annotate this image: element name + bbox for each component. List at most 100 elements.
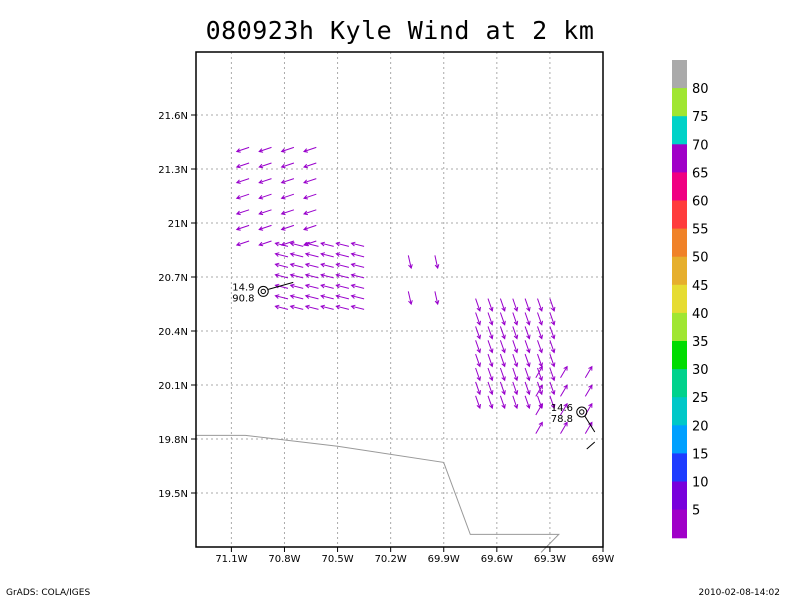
wind-vector xyxy=(335,294,350,300)
wind-vector xyxy=(304,304,319,310)
wind-vector xyxy=(475,395,481,410)
y-tick-label: 20.4N xyxy=(158,327,188,338)
wind-vector xyxy=(304,262,319,268)
wind-vector xyxy=(320,294,334,300)
wind-vector xyxy=(475,326,481,340)
colorbar-label: 25 xyxy=(692,391,709,406)
wind-vector xyxy=(335,262,350,268)
colorbar-swatch xyxy=(672,60,687,89)
wind-vector xyxy=(235,193,250,200)
wind-vector xyxy=(235,162,250,169)
colorbar-swatch xyxy=(672,200,687,230)
wind-vector xyxy=(512,367,519,382)
wind-vector xyxy=(304,294,319,300)
wind-vector xyxy=(535,384,543,397)
wind-vector xyxy=(512,312,519,326)
colorbar-swatch xyxy=(672,397,687,426)
colorbar-label: 55 xyxy=(692,223,709,238)
wind-vector xyxy=(475,367,481,382)
wind-vector xyxy=(537,312,543,326)
colorbar-label: 65 xyxy=(692,166,709,181)
wind-vector xyxy=(560,421,568,434)
wind-vector xyxy=(487,353,494,368)
wind-vector xyxy=(487,395,494,410)
wind-vector xyxy=(320,262,334,268)
storm-marker-inner xyxy=(260,288,266,295)
x-tick-label: 70.2W xyxy=(375,554,407,565)
wind-vector xyxy=(434,291,440,306)
colorbar-label: 60 xyxy=(692,195,709,210)
wind-vector xyxy=(584,384,593,397)
wind-vector xyxy=(535,365,543,379)
wind-vector xyxy=(475,312,481,326)
wind-vector xyxy=(274,252,289,258)
wind-vector xyxy=(549,326,556,340)
x-tick-label: 69.9W xyxy=(428,554,460,565)
colorbar-swatch xyxy=(672,509,687,539)
wind-vector xyxy=(303,146,317,153)
wind-vector xyxy=(274,294,289,300)
colorbar-swatch xyxy=(672,341,687,370)
wind-vector xyxy=(304,273,319,279)
colorbar-label: 40 xyxy=(692,307,709,322)
wind-vector xyxy=(289,283,304,289)
wind-vector xyxy=(335,304,350,310)
storm-marker-inner xyxy=(579,409,585,415)
wind-vector xyxy=(304,283,319,289)
wind-vector xyxy=(235,178,250,184)
wind-vector xyxy=(289,262,304,268)
y-tick-label: 20.1N xyxy=(158,381,188,392)
colorbar-label: 15 xyxy=(692,447,709,462)
wind-vector xyxy=(289,304,304,310)
wind-vector xyxy=(274,241,289,247)
wind-vector xyxy=(289,294,304,300)
wind-vector xyxy=(537,340,543,354)
wind-vector xyxy=(499,298,506,312)
x-tick-label: 70.8W xyxy=(268,554,300,565)
storm-marker xyxy=(257,285,269,297)
wind-vector xyxy=(289,273,304,279)
wind-vector xyxy=(304,252,319,258)
y-tick-label: 21.3N xyxy=(158,165,188,176)
wind-vector xyxy=(274,304,289,310)
wind-vector xyxy=(434,255,440,270)
wind-vector xyxy=(524,312,531,326)
colorbar-label: 75 xyxy=(692,110,709,125)
x-tick-label: 69.3W xyxy=(534,554,566,565)
plot-frame xyxy=(195,51,604,548)
y-tick-label: 19.5N xyxy=(158,489,188,500)
wind-vector xyxy=(524,298,531,312)
wind-vector xyxy=(487,312,494,326)
colorbar-swatch xyxy=(672,256,687,286)
colorbar-label: 70 xyxy=(692,138,709,153)
wind-vector xyxy=(487,298,494,312)
storm-label-2: 90.8 xyxy=(232,293,254,304)
x-tick-label: 69W xyxy=(592,554,615,565)
wind-vector xyxy=(499,381,506,396)
wind-vector xyxy=(280,178,295,184)
wind-vector xyxy=(524,353,531,368)
colorbar-swatch xyxy=(672,312,687,342)
footer-credit: GrADS: COLA/IGES xyxy=(6,588,91,598)
colorbar-label: 5 xyxy=(692,504,700,519)
colorbar-swatch xyxy=(672,481,687,511)
wind-vector xyxy=(289,252,304,258)
wind-vector xyxy=(549,395,556,410)
wind-vector xyxy=(584,421,593,434)
storm-pointer xyxy=(584,415,596,433)
wind-vector xyxy=(235,146,250,153)
wind-vector xyxy=(549,298,556,312)
coastline xyxy=(196,434,560,553)
footer-timestamp: 2010-02-08-14:02 xyxy=(698,588,781,598)
y-tick-label: 21N xyxy=(168,219,188,230)
wind-vector xyxy=(280,162,295,169)
wind-vector xyxy=(303,224,317,231)
wind-vector xyxy=(303,209,317,216)
wind-vector xyxy=(258,162,272,169)
wind-vector xyxy=(280,193,295,200)
wind-vector xyxy=(350,304,365,310)
colorbar-swatch xyxy=(672,369,687,398)
wind-vector xyxy=(499,340,506,354)
wind-vector xyxy=(475,298,481,312)
wind-vector xyxy=(280,146,295,153)
